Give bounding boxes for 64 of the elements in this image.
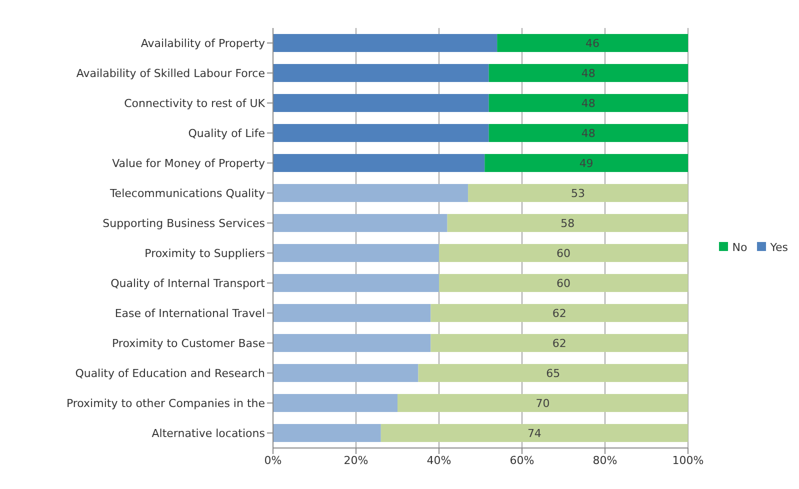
data-label: 74 (527, 427, 542, 440)
data-label: 60 (556, 277, 570, 290)
bar (439, 274, 688, 292)
bar (273, 424, 381, 442)
legend-label: No (732, 241, 748, 254)
y-tick-label: Telecommunications Quality (108, 186, 266, 200)
bar (273, 184, 468, 202)
bar (273, 154, 485, 172)
bar (380, 424, 688, 442)
data-label: 48 (581, 67, 596, 80)
x-tick-label: 80% (592, 454, 618, 467)
bar (484, 154, 688, 172)
y-tick-label: Proximity to Customer Base (112, 336, 266, 350)
bar (273, 64, 489, 82)
x-tick-label: 100% (672, 454, 704, 467)
y-tick-label: Ease of International Travel (114, 306, 265, 320)
bar (488, 94, 688, 112)
data-label: 46 (586, 37, 600, 50)
data-label: 58 (560, 217, 575, 230)
y-tick-label: Alternative locations (152, 426, 266, 440)
data-label: 62 (552, 307, 566, 320)
data-label: 62 (552, 337, 566, 350)
y-tick-label: Supporting Business Services (102, 216, 266, 230)
y-tick-label: Connectivity to rest of UK (124, 96, 266, 110)
y-tick-label: Quality of Internal Transport (110, 276, 266, 290)
bar (273, 124, 489, 142)
bar (273, 334, 431, 352)
bar (273, 94, 489, 112)
data-label: 48 (581, 97, 596, 110)
x-tick-label: 20% (344, 454, 368, 467)
data-label: 60 (556, 247, 570, 260)
bar (430, 334, 688, 352)
bar (468, 184, 688, 202)
y-tick-label: Availability of Property (140, 36, 266, 50)
bar (418, 364, 688, 382)
legend-label: Yes (770, 241, 788, 254)
bar (273, 214, 448, 232)
bar (273, 34, 498, 52)
bar (488, 64, 688, 82)
y-tick-label: Proximity to Suppliers (144, 246, 266, 260)
y-tick-label: Quality of Life (188, 126, 266, 140)
bar (497, 34, 688, 52)
bar (273, 364, 418, 382)
y-tick-label: Value for Money of Property (112, 156, 266, 170)
bar (273, 304, 431, 322)
data-label: 70 (536, 397, 550, 410)
bar (488, 124, 688, 142)
bar (398, 394, 688, 412)
x-tick-label: 60% (510, 454, 534, 467)
bar (273, 394, 398, 412)
bar (430, 304, 688, 322)
data-label: 53 (571, 187, 586, 200)
data-label: 49 (579, 157, 594, 170)
data-label: 48 (581, 127, 596, 140)
x-tick-label: 40% (426, 454, 452, 467)
bar (439, 244, 688, 262)
y-tick-label: Quality of Education and Research (75, 366, 266, 380)
bar (273, 244, 439, 262)
bar (273, 274, 439, 292)
y-tick-label: Proximity to other Companies in the (66, 396, 266, 410)
y-tick-label: Availability of Skilled Labour Force (76, 66, 266, 80)
data-label: 65 (546, 367, 560, 380)
bar (447, 214, 688, 232)
x-tick-label: 0% (264, 454, 282, 467)
